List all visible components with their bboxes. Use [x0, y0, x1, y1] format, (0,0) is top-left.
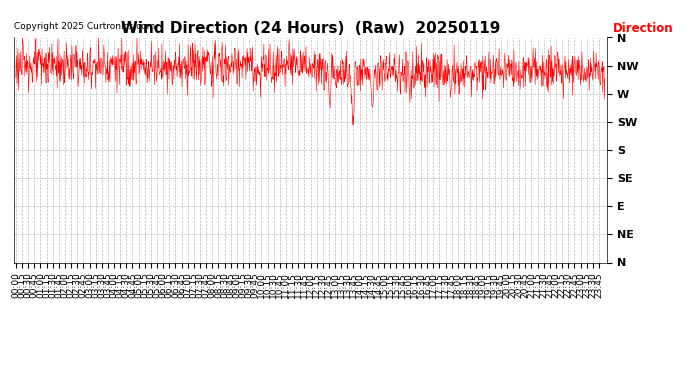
Text: Direction: Direction	[613, 22, 673, 35]
Title: Wind Direction (24 Hours)  (Raw)  20250119: Wind Direction (24 Hours) (Raw) 20250119	[121, 21, 500, 36]
Text: Copyright 2025 Curtronics.com: Copyright 2025 Curtronics.com	[14, 22, 155, 31]
